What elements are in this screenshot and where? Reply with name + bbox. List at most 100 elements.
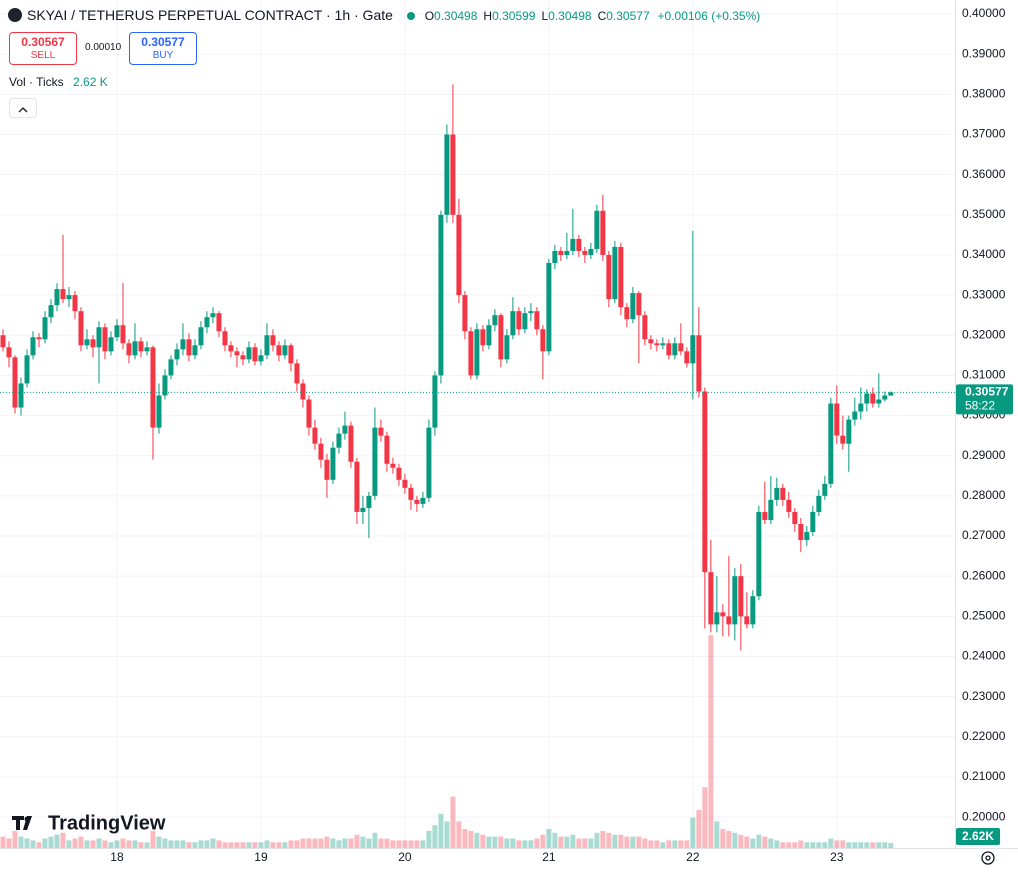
buy-button[interactable]: 0.30577 BUY — [129, 32, 197, 65]
volume-bar — [210, 838, 216, 848]
ohlc-value: 0.30498 — [548, 9, 592, 23]
volume-bar — [306, 838, 312, 848]
volume-bar — [252, 842, 258, 848]
candle-body — [786, 499, 792, 512]
volume-bar — [114, 840, 120, 848]
x-tick-label: 21 — [542, 850, 556, 864]
candle-body — [540, 329, 546, 352]
candle-body — [408, 487, 414, 500]
volume-bar — [90, 840, 96, 848]
market-status — [406, 12, 415, 20]
candle-body — [42, 317, 48, 340]
ohlc-value: 0.30599 — [492, 9, 536, 23]
volume-bar — [588, 838, 594, 848]
volume-bar — [822, 842, 828, 848]
candle-body — [270, 335, 276, 346]
candle-body — [732, 576, 738, 625]
candle-body — [858, 403, 864, 412]
volume-bar — [96, 838, 102, 848]
volume-bar — [690, 817, 696, 848]
candle-body — [864, 393, 870, 404]
candle-body — [582, 250, 588, 255]
y-tick-label: 0.23000 — [962, 689, 1006, 703]
volume-bar — [834, 840, 840, 848]
y-tick-label: 0.24000 — [962, 649, 1006, 663]
volume-bar — [678, 840, 684, 848]
settings-icon[interactable] — [981, 851, 995, 865]
candle-body — [222, 331, 228, 346]
candle-body — [744, 616, 750, 625]
buy-label: BUY — [152, 50, 174, 61]
x-tick-label: 23 — [830, 850, 844, 864]
symbol-title[interactable]: SKYAI / TETHERUS PERPETUAL CONTRACT · 1h… — [27, 7, 393, 23]
volume-bar — [816, 842, 822, 848]
volume-bar — [708, 635, 714, 848]
collapse-icon — [18, 107, 28, 113]
volume-bar — [84, 840, 90, 848]
volume-bar — [402, 840, 408, 848]
candle-body — [30, 337, 36, 356]
volume-bar — [666, 840, 672, 848]
volume-bar — [438, 813, 444, 848]
candle-body — [150, 347, 156, 428]
volume-bar — [810, 842, 816, 848]
volume-bar — [48, 836, 54, 848]
volume-bar — [222, 842, 228, 848]
volume-bar — [234, 842, 240, 848]
volume-bar — [486, 836, 492, 848]
y-tick-label: 0.35000 — [962, 207, 1006, 221]
candle-body — [330, 447, 336, 480]
candle-body — [384, 435, 390, 464]
y-tick-label: 0.25000 — [962, 608, 1006, 622]
candle-body — [840, 435, 846, 444]
volume-bar — [444, 821, 450, 848]
volume-bar — [198, 840, 204, 848]
volume-bar — [216, 840, 222, 848]
candle-body — [474, 329, 480, 376]
volume-bar — [726, 830, 732, 848]
candle-body — [720, 612, 726, 617]
candle-body — [102, 327, 108, 352]
volume-bar — [612, 834, 618, 848]
candle-body — [588, 248, 594, 255]
volume-bar — [714, 821, 720, 848]
volume-bar — [180, 840, 186, 848]
candle-body — [438, 214, 444, 376]
y-tick-label: 0.31000 — [962, 368, 1006, 382]
volume-bar — [510, 838, 516, 848]
candle-body — [708, 572, 714, 625]
volume-bar — [828, 838, 834, 848]
volume-bar — [492, 836, 498, 848]
candle-body — [210, 313, 216, 318]
volume-bar — [126, 840, 132, 848]
volume-bar — [24, 838, 30, 848]
logo-text: TradingView — [48, 812, 166, 834]
volume-bar — [768, 838, 774, 848]
volume-bar — [30, 840, 36, 848]
candle-body — [426, 427, 432, 498]
candle-body — [60, 289, 66, 300]
sell-button[interactable]: 0.30567 SELL — [9, 32, 77, 65]
candle-body — [552, 250, 558, 263]
volume-bar — [882, 842, 888, 848]
volume-bar — [0, 836, 6, 848]
candle-body — [876, 399, 882, 404]
volume-bar — [342, 838, 348, 848]
volume-bar — [372, 832, 378, 848]
volume-bar — [738, 834, 744, 848]
candle-body — [366, 495, 372, 508]
candle-body — [678, 343, 684, 352]
candle-body — [306, 399, 312, 428]
volume-bar — [432, 825, 438, 848]
volume-bar — [54, 834, 60, 848]
candle-body — [396, 467, 402, 480]
candle-body — [468, 331, 474, 376]
candle-body — [36, 337, 42, 340]
volume-bar — [60, 832, 66, 848]
candle-body — [6, 347, 12, 358]
candle-body — [48, 305, 54, 318]
collapse-button[interactable] — [9, 98, 37, 118]
candle-body — [180, 339, 186, 350]
candle-body — [432, 375, 438, 428]
